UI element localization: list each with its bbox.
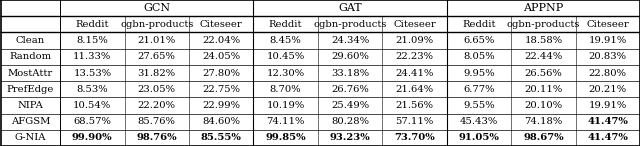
Text: Reddit: Reddit xyxy=(269,20,302,29)
Text: 85.76%: 85.76% xyxy=(138,117,175,126)
Text: GAT: GAT xyxy=(338,3,362,13)
Text: 74.18%: 74.18% xyxy=(524,117,563,126)
Text: 22.20%: 22.20% xyxy=(138,101,176,110)
Text: APPNP: APPNP xyxy=(524,3,563,13)
Text: 85.55%: 85.55% xyxy=(201,133,242,142)
Text: 80.28%: 80.28% xyxy=(331,117,369,126)
Text: 21.09%: 21.09% xyxy=(396,36,433,45)
Text: 8.70%: 8.70% xyxy=(270,85,301,94)
Text: 8.05%: 8.05% xyxy=(463,52,495,61)
Text: GCN: GCN xyxy=(143,3,170,13)
Text: 73.70%: 73.70% xyxy=(394,133,435,142)
Text: 13.53%: 13.53% xyxy=(73,68,111,78)
Text: 21.64%: 21.64% xyxy=(396,85,433,94)
Text: 22.75%: 22.75% xyxy=(202,85,240,94)
Text: 31.82%: 31.82% xyxy=(138,68,176,78)
Text: 19.91%: 19.91% xyxy=(589,101,627,110)
Text: Reddit: Reddit xyxy=(462,20,495,29)
Text: Citeseer: Citeseer xyxy=(586,20,629,29)
Text: 19.91%: 19.91% xyxy=(589,36,627,45)
Text: 84.60%: 84.60% xyxy=(202,117,240,126)
Text: 57.11%: 57.11% xyxy=(396,117,434,126)
Text: AFGSM: AFGSM xyxy=(11,117,50,126)
Text: 22.99%: 22.99% xyxy=(202,101,240,110)
Text: Reddit: Reddit xyxy=(76,20,109,29)
Text: 21.01%: 21.01% xyxy=(138,36,176,45)
Text: 24.34%: 24.34% xyxy=(331,36,369,45)
Text: 33.18%: 33.18% xyxy=(331,68,369,78)
Text: 8.45%: 8.45% xyxy=(269,36,301,45)
Text: 6.65%: 6.65% xyxy=(463,36,495,45)
Text: 23.05%: 23.05% xyxy=(138,85,176,94)
Text: ogbn-products: ogbn-products xyxy=(507,20,580,29)
Text: 12.30%: 12.30% xyxy=(266,68,305,78)
Text: 20.11%: 20.11% xyxy=(524,85,563,94)
Text: 22.80%: 22.80% xyxy=(589,68,627,78)
Text: NIPA: NIPA xyxy=(17,101,44,110)
Text: 41.47%: 41.47% xyxy=(588,117,628,126)
Text: 10.19%: 10.19% xyxy=(266,101,305,110)
Text: ogbn-products: ogbn-products xyxy=(120,20,193,29)
Text: ogbn-products: ogbn-products xyxy=(314,20,387,29)
Text: 6.77%: 6.77% xyxy=(463,85,495,94)
Text: 18.58%: 18.58% xyxy=(524,36,563,45)
Text: 21.56%: 21.56% xyxy=(396,101,433,110)
Text: G-NIA: G-NIA xyxy=(15,133,46,142)
Text: 26.76%: 26.76% xyxy=(331,85,369,94)
Text: 68.57%: 68.57% xyxy=(74,117,111,126)
Text: 22.04%: 22.04% xyxy=(202,36,240,45)
Text: 9.55%: 9.55% xyxy=(463,101,495,110)
Text: 20.21%: 20.21% xyxy=(589,85,627,94)
Text: 8.53%: 8.53% xyxy=(77,85,108,94)
Text: MostAttr: MostAttr xyxy=(8,68,53,78)
Text: 24.41%: 24.41% xyxy=(396,68,434,78)
Text: 22.23%: 22.23% xyxy=(396,52,433,61)
Text: 10.54%: 10.54% xyxy=(73,101,111,110)
Text: 20.10%: 20.10% xyxy=(524,101,563,110)
Text: Citeseer: Citeseer xyxy=(393,20,436,29)
Text: 8.15%: 8.15% xyxy=(76,36,108,45)
Text: 93.23%: 93.23% xyxy=(330,133,371,142)
Text: 11.33%: 11.33% xyxy=(73,52,111,61)
Text: 29.60%: 29.60% xyxy=(331,52,369,61)
Text: Random: Random xyxy=(10,52,51,61)
Text: 91.05%: 91.05% xyxy=(458,133,499,142)
Text: 99.85%: 99.85% xyxy=(266,133,306,142)
Text: PrefEdge: PrefEdge xyxy=(6,85,54,94)
Text: 27.80%: 27.80% xyxy=(202,68,240,78)
Text: 20.83%: 20.83% xyxy=(589,52,627,61)
Text: 27.65%: 27.65% xyxy=(138,52,175,61)
Text: 22.44%: 22.44% xyxy=(524,52,563,61)
Text: 98.76%: 98.76% xyxy=(136,133,177,142)
Text: 9.95%: 9.95% xyxy=(463,68,495,78)
Text: 99.90%: 99.90% xyxy=(72,133,113,142)
Text: Clean: Clean xyxy=(16,36,45,45)
Text: Citeseer: Citeseer xyxy=(200,20,243,29)
Text: 41.47%: 41.47% xyxy=(588,133,628,142)
Text: 74.11%: 74.11% xyxy=(266,117,305,126)
Text: 25.49%: 25.49% xyxy=(331,101,369,110)
Text: 26.56%: 26.56% xyxy=(524,68,562,78)
Text: 10.45%: 10.45% xyxy=(266,52,305,61)
Text: 45.43%: 45.43% xyxy=(460,117,498,126)
Text: 98.67%: 98.67% xyxy=(523,133,564,142)
Text: 24.05%: 24.05% xyxy=(202,52,240,61)
